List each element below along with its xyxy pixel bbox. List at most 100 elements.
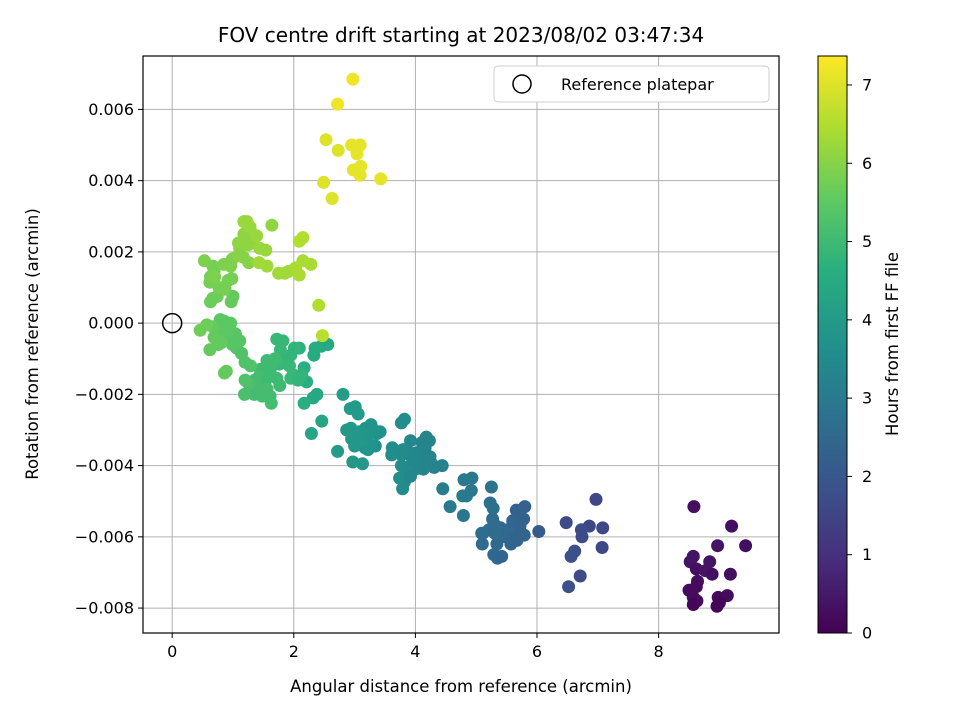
scatter-point	[575, 530, 589, 544]
scatter-point	[264, 396, 278, 410]
scatter-points	[193, 72, 753, 613]
scatter-point	[483, 496, 497, 510]
scatter-point	[243, 220, 257, 234]
y-tick-label: 0.006	[88, 100, 134, 119]
scatter-point	[475, 537, 489, 551]
scatter-point	[436, 482, 450, 496]
scatter-point	[350, 147, 364, 161]
plot-frame	[142, 55, 780, 634]
scatter-point	[331, 97, 345, 111]
scatter-point	[394, 448, 408, 462]
scatter-point	[208, 270, 222, 284]
scatter-point	[265, 218, 279, 232]
scatter-point	[486, 512, 500, 526]
scatter-point	[393, 471, 407, 485]
scatter-point	[443, 500, 457, 514]
scatter-point	[242, 256, 256, 270]
reference-platepar-marker	[161, 312, 183, 334]
scatter-point	[490, 537, 504, 551]
scatter-point	[304, 257, 318, 271]
scatter-point	[562, 580, 576, 594]
colorbar-tick-label: 1	[862, 545, 872, 564]
scatter-point	[711, 539, 725, 553]
scatter-point	[270, 371, 284, 385]
y-tick-label: −0.004	[75, 456, 134, 475]
scatter-point	[456, 509, 470, 522]
scatter-point	[307, 348, 321, 362]
x-tick-label: 2	[289, 642, 299, 661]
scatter-point	[260, 354, 274, 367]
y-tick-label: −0.006	[75, 527, 134, 546]
scatter-point	[331, 444, 345, 458]
x-tick-label: 0	[167, 642, 177, 661]
scatter-point	[596, 521, 610, 535]
scatter-point	[475, 526, 489, 540]
scatter-point	[739, 539, 753, 553]
scatter-point	[595, 541, 609, 554]
scatter-point	[304, 427, 318, 440]
legend-open-circle-marker	[512, 74, 532, 94]
scatter-point	[564, 549, 578, 563]
scatter-point	[197, 254, 211, 268]
scatter-point	[484, 480, 498, 494]
scatter-point	[385, 441, 399, 455]
scatter-point	[315, 414, 329, 428]
y-axis-label: Rotation from reference (arcmin)	[23, 208, 42, 480]
scatter-point	[705, 567, 719, 581]
y-tick-label: 0.000	[88, 314, 134, 333]
x-tick-label: 8	[654, 642, 664, 661]
reference-point-layer	[161, 312, 183, 334]
colorbar-label: Hours from first FF file	[883, 252, 902, 436]
colorbar-ticks: 0 1 2 3 4 5 6 7	[847, 75, 872, 643]
scatter-point	[495, 549, 509, 563]
scatter-point	[354, 434, 368, 448]
scatter-point	[319, 133, 333, 147]
colorbar-gradient	[817, 55, 848, 634]
scatter-point	[573, 569, 587, 583]
scatter-point	[687, 500, 701, 514]
scatter-point	[589, 492, 603, 506]
scatter-point	[532, 525, 546, 538]
scatter-point	[292, 268, 306, 282]
legend: Reference platepar	[493, 65, 770, 103]
colorbar-tick-label: 7	[862, 75, 872, 94]
scatter-point	[396, 482, 410, 496]
legend-box	[493, 65, 770, 103]
scatter-point	[235, 346, 248, 360]
x-tick-label: 4	[410, 642, 420, 661]
scatter-point	[374, 172, 388, 186]
colorbar-tick-label: 5	[862, 232, 872, 251]
scatter-point	[297, 396, 311, 410]
scatter-point	[509, 503, 523, 517]
scatter-point	[238, 373, 252, 387]
y-tick-label: −0.008	[75, 599, 134, 618]
colorbar-tick-label: 4	[862, 310, 872, 329]
scatter-point	[260, 259, 274, 273]
scatter-point	[317, 175, 331, 189]
scatter-point	[351, 407, 365, 421]
scatter-point	[404, 434, 417, 448]
scatter-point	[296, 231, 310, 245]
grid	[143, 56, 779, 633]
x-tick-label: 6	[532, 642, 542, 661]
scatter-point	[259, 243, 273, 257]
chart-title: FOV centre drift starting at 2023/08/02 …	[218, 23, 704, 47]
scatter-point	[394, 416, 408, 430]
x-axis-label: Angular distance from reference (arcmin)	[290, 677, 632, 696]
scatter-point	[488, 526, 502, 540]
scatter-point	[456, 489, 470, 503]
colorbar-tick-label: 6	[862, 154, 872, 173]
x-axis-ticks: 0 2 4 6 8	[167, 633, 664, 661]
scatter-point	[336, 387, 350, 401]
colorbar: 0 1 2 3 4 5 6 7 Hours from first FF file	[817, 55, 902, 643]
colorbar-tick-label: 2	[862, 467, 872, 486]
scatter-point	[559, 516, 573, 530]
y-tick-label: 0.004	[88, 171, 134, 190]
scatter-point	[356, 457, 369, 471]
scatter-point	[723, 567, 737, 581]
scatter-point	[325, 192, 339, 205]
scatter-point	[218, 366, 231, 380]
scatter-point	[200, 318, 214, 332]
scatter-point	[331, 143, 345, 157]
y-axis-ticks: −0.008 −0.006 −0.004 −0.002 0.000 0.002 0.004 0…	[75, 100, 143, 618]
